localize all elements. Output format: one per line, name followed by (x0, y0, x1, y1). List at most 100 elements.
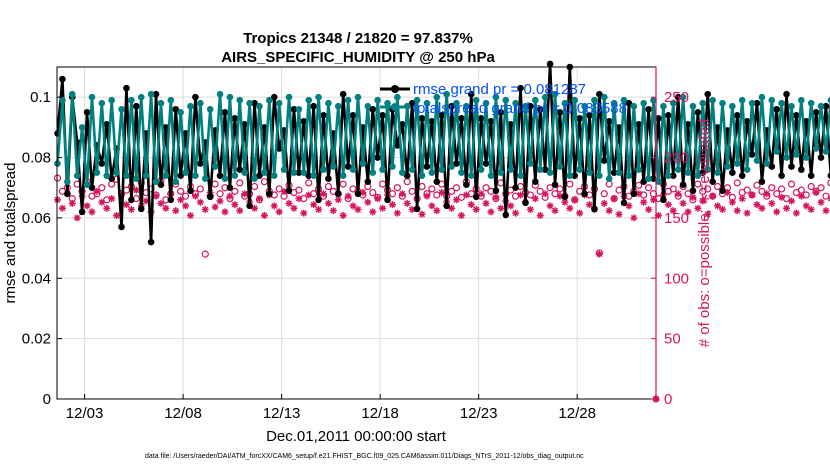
evaluated-obs-point (689, 193, 697, 201)
possible-obs-point (743, 186, 751, 194)
possible-obs-point (236, 179, 244, 187)
evaluated-obs-point (768, 199, 776, 207)
totalspread-point (433, 93, 441, 101)
totalspread-point (59, 96, 66, 104)
evaluated-obs-point (654, 211, 662, 219)
rmse-point (251, 99, 258, 107)
rmse-point (640, 178, 647, 185)
totalspread-point (620, 96, 628, 104)
evaluated-obs-point (295, 195, 303, 203)
rmse-point (433, 178, 441, 185)
evaluated-obs-point (423, 192, 431, 200)
totalspread-point (763, 160, 771, 167)
totalspread-point (655, 178, 662, 185)
totalspread-point (108, 96, 115, 104)
totalspread-point (645, 175, 652, 182)
totalspread-point (423, 99, 431, 107)
rmse-point (310, 102, 317, 110)
totalspread-point (714, 169, 721, 176)
possible-obs-point (482, 184, 490, 192)
evaluated-obs-point (600, 199, 608, 207)
rmse-point (477, 115, 485, 122)
evaluated-obs-point (551, 207, 559, 215)
evaluated-obs-point (812, 189, 820, 197)
rmse-point (773, 105, 780, 113)
evaluated-obs-point (379, 204, 387, 212)
evaluated-obs-point (783, 204, 791, 212)
rmse-point (581, 190, 588, 198)
evaluated-obs-point (275, 208, 283, 216)
rmse-point (783, 90, 790, 98)
totalspread-point (256, 102, 263, 110)
totalspread-point (487, 172, 495, 179)
totalspread-point (128, 96, 135, 104)
evaluated-obs-point (640, 198, 648, 206)
rmse-point (546, 60, 554, 68)
evaluated-obs-point (339, 211, 347, 219)
totalspread-point (610, 99, 618, 107)
evaluated-obs-point (448, 204, 456, 212)
rmse-point (650, 175, 657, 182)
possible-obs-point (452, 184, 461, 192)
evaluated-obs-point (728, 198, 736, 206)
totalspread-point (724, 163, 731, 170)
rmse-point (428, 118, 436, 125)
evaluated-obs-point (585, 201, 593, 209)
rmse-point (635, 121, 643, 128)
possible-obs-point (768, 184, 776, 192)
rmse-point (167, 196, 175, 204)
possible-obs-point (177, 187, 185, 195)
rmse-point (517, 84, 524, 92)
rmse-point (118, 223, 125, 231)
rmse-point (522, 199, 529, 207)
evaluated-obs-point (73, 214, 81, 222)
evaluated-obs-point (650, 196, 658, 204)
chart-title-line1: Tropics 21348 / 21820 = 97.837% (243, 30, 473, 47)
rmse-point (344, 163, 352, 170)
rmse-point (630, 190, 638, 198)
totalspread-point (502, 96, 510, 104)
totalspread-point (93, 169, 101, 176)
evaluated-obs-point (113, 211, 121, 219)
x-tick-label: 12/28 (558, 405, 596, 422)
evaluated-obs-point (605, 207, 613, 215)
totalspread-point (812, 145, 820, 152)
rmse-point (674, 93, 682, 101)
totalspread-point (280, 166, 288, 173)
y-tick-label-left: 0.02 (22, 331, 51, 348)
possible-obs-point (753, 181, 761, 189)
rmse-point (802, 118, 810, 125)
possible-obs-point (428, 185, 436, 193)
totalspread-point (802, 154, 810, 161)
totalspread-point (788, 102, 795, 110)
rmse-point (497, 108, 505, 116)
rmse-point (758, 178, 766, 185)
rmse-point (108, 175, 115, 182)
legend-rmse-label: rmse grand pr = 0.081287 (413, 81, 586, 98)
rmse-point (694, 108, 702, 116)
evaluated-obs-point (645, 205, 653, 213)
totalspread-point (241, 169, 248, 176)
rmse-point (507, 121, 514, 128)
totalspread-point (394, 93, 401, 101)
totalspread-point (103, 172, 111, 179)
rmse-point (88, 184, 96, 192)
totalspread-point (266, 96, 273, 104)
evaluated-obs-point (408, 205, 416, 213)
rmse-point (241, 121, 248, 128)
rmse-point (177, 172, 184, 179)
possible-obs-point (546, 184, 554, 192)
evaluated-obs-point (492, 193, 500, 201)
totalspread-point (753, 157, 761, 164)
evaluated-obs-point (669, 207, 677, 215)
evaluated-obs-point (802, 202, 810, 210)
evaluated-obs-point (344, 192, 352, 200)
totalspread-point (379, 166, 386, 173)
rmse-point (620, 199, 628, 207)
totalspread-point (660, 102, 667, 110)
evaluated-obs-point (723, 189, 731, 197)
evaluated-obs-point (182, 202, 190, 210)
totalspread-point (743, 166, 751, 173)
x-tick-label: 12/03 (66, 405, 104, 422)
totalspread-point (679, 93, 687, 101)
